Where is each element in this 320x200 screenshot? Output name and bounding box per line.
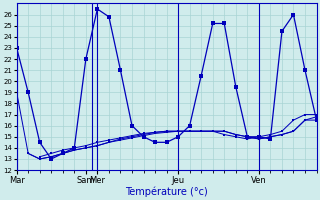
X-axis label: Température (°c): Température (°c) bbox=[125, 186, 208, 197]
